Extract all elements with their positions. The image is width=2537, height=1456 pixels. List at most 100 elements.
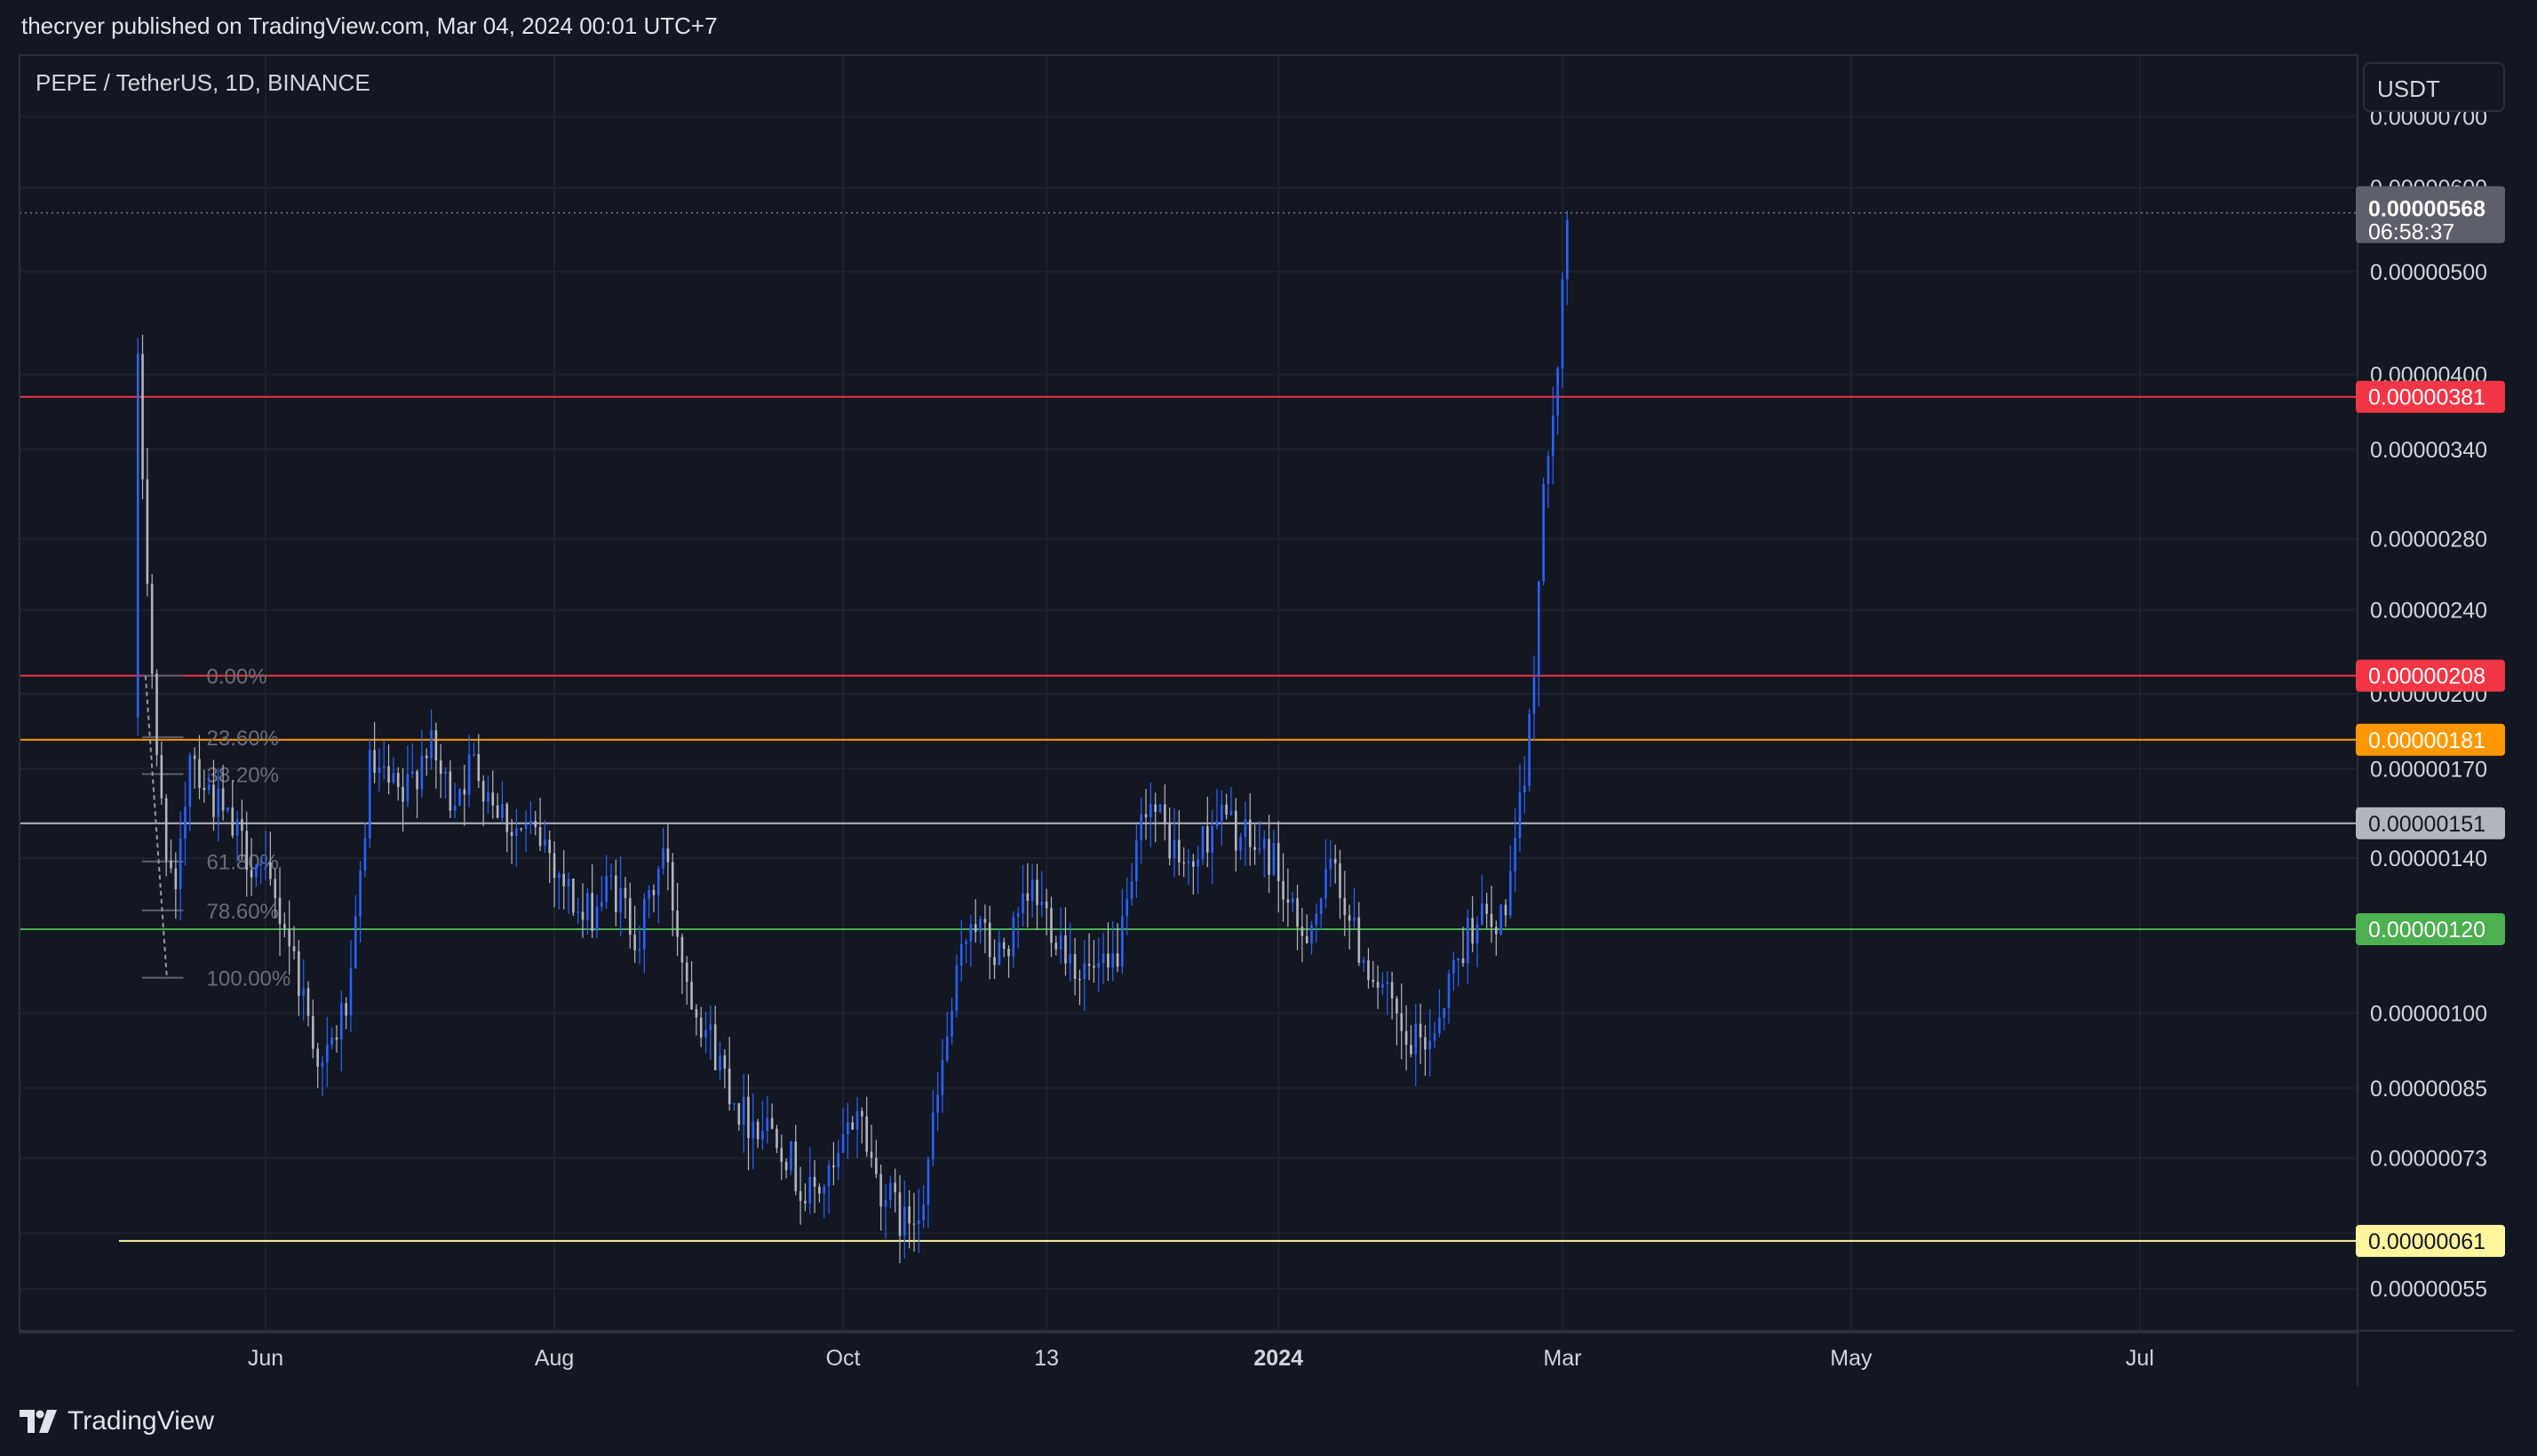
candle-body (553, 853, 556, 879)
level-price-tag (2356, 912, 2505, 945)
candle-body (927, 1159, 930, 1205)
candle-body (227, 807, 229, 811)
candle-body (1059, 935, 1062, 950)
candle-body (467, 754, 471, 795)
candle-body (378, 767, 381, 773)
candle-body (898, 1192, 902, 1237)
candle-body (1414, 1023, 1418, 1054)
candle-body (473, 754, 475, 756)
candle-body (1372, 979, 1375, 983)
candle-body (302, 988, 305, 996)
candle-body (1054, 943, 1058, 950)
candle-body (349, 967, 353, 1016)
y-tick-label: 0.00000280 (2370, 527, 2487, 552)
candle-body (1438, 1017, 1441, 1034)
candle-body (690, 982, 693, 1009)
candle-body (903, 1206, 906, 1237)
candle-body (865, 1116, 869, 1152)
price-tags: 0.00000381 0.00000208 0.00000181 0.00000151… (2356, 186, 2505, 1257)
candle-body (918, 1220, 920, 1225)
current-price-tag (2356, 186, 2505, 243)
candle-body (330, 1037, 333, 1045)
x-tick-label: 2024 (1253, 1346, 1303, 1371)
candle-body (255, 865, 258, 878)
candle-body (742, 1096, 745, 1125)
y-tick-label: 0.00000240 (2370, 598, 2487, 623)
fib-label: 100.00% (207, 967, 291, 991)
candle-body (501, 804, 504, 818)
candle-body (756, 1121, 760, 1140)
candle-body (1135, 840, 1138, 881)
candle-body (1197, 859, 1199, 867)
candle-body (747, 1096, 750, 1139)
candle-body (288, 928, 290, 947)
candle-body (345, 1003, 347, 1016)
candle-body (784, 1161, 788, 1171)
level-price-tag-label: 0.00000381 (2368, 386, 2485, 410)
candle-body (1130, 880, 1133, 900)
candle-body (671, 862, 674, 911)
candle-body (1026, 893, 1030, 901)
level-price-tag (2356, 659, 2505, 692)
candle-body (1471, 918, 1474, 944)
x-tick-label: May (1830, 1346, 1873, 1371)
candle-body (591, 893, 593, 931)
candle-body (1443, 1007, 1446, 1018)
level-price-tag-label: 0.00000208 (2368, 664, 2485, 689)
candle-body (406, 773, 410, 802)
candle-body (1073, 954, 1077, 979)
candle-body (1140, 814, 1143, 841)
symbol-title[interactable]: PEPE / TetherUS, 1D, BINANCE (36, 69, 370, 96)
fib-label: 0.00% (207, 665, 267, 689)
candle-body (1514, 838, 1516, 871)
candle-body (1532, 677, 1536, 714)
candle-body (656, 868, 660, 895)
candle-body (420, 755, 424, 790)
candle-body (193, 755, 196, 760)
candle-body (439, 760, 442, 775)
level-price-tag (2356, 807, 2505, 839)
tradingview-logo[interactable]: TradingView (20, 1406, 214, 1436)
candle-body (912, 1223, 916, 1225)
candle-body (1537, 581, 1540, 678)
candle-body (875, 1158, 878, 1174)
candle-body (1424, 1037, 1427, 1050)
candle-body (979, 919, 982, 932)
candle-body (983, 919, 987, 923)
candle-body (931, 1112, 934, 1160)
candle-body (1097, 963, 1101, 968)
candle-body (1069, 954, 1072, 964)
candle-body (491, 792, 495, 806)
candle-body (298, 951, 300, 996)
candle-body (775, 1128, 778, 1149)
level-price-tag-label: 0.00000061 (2368, 1229, 2485, 1254)
candle-body (1461, 958, 1465, 964)
candle-body (685, 962, 688, 983)
candle-body (1282, 880, 1284, 900)
candle-body (259, 863, 263, 866)
candles (136, 211, 1569, 1264)
candle-body (1390, 982, 1394, 999)
candle-body (1168, 823, 1171, 859)
candle-body (969, 924, 973, 942)
candle-body (652, 889, 656, 895)
candle-body (861, 1110, 863, 1117)
candle-body (733, 1103, 736, 1105)
candle-body (141, 354, 144, 480)
candle-body (794, 1142, 798, 1191)
fib-retracement[interactable]: 0.00% 23.60% 38.20% 61.80% 78.60% 100.00% (141, 665, 291, 991)
candle-body (709, 1024, 712, 1030)
candle-body (1300, 927, 1304, 936)
candle-body (146, 479, 149, 585)
candle-body (723, 1055, 727, 1069)
candle-body (179, 839, 182, 889)
candle-body (1158, 804, 1162, 812)
candle-body (430, 730, 433, 759)
candle-body (827, 1165, 831, 1187)
candle-body (847, 1122, 849, 1134)
fib-trend-line (144, 675, 168, 978)
candle-body (936, 1094, 939, 1113)
level-price-tag (2356, 1224, 2505, 1257)
currency-button[interactable]: USDT (2363, 62, 2505, 112)
